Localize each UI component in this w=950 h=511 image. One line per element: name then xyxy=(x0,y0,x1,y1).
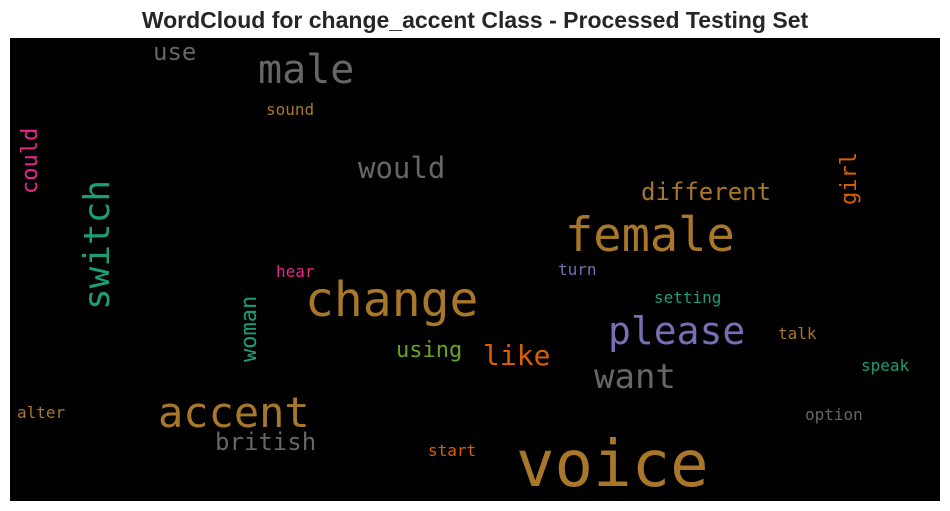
word-british: british xyxy=(215,428,317,456)
word-change: change xyxy=(305,272,479,328)
chart-title: WordCloud for change_accent Class - Proc… xyxy=(141,7,809,33)
word-speak: speak xyxy=(861,356,910,375)
word-voice: voice xyxy=(516,428,709,501)
word-turn: turn xyxy=(558,260,597,279)
word-want: want xyxy=(594,357,676,397)
word-talk: talk xyxy=(778,324,817,343)
word-accent: accent xyxy=(158,388,310,437)
word-sound: sound xyxy=(266,100,315,119)
word-start: start xyxy=(428,441,477,460)
word-hear: hear xyxy=(276,262,315,281)
word-different: different xyxy=(641,178,772,206)
word-use: use xyxy=(153,38,197,66)
word-male: male xyxy=(258,47,355,93)
word-woman: woman xyxy=(237,295,262,362)
word-switch: switch xyxy=(77,179,118,310)
word-like: like xyxy=(483,339,551,372)
word-using: using xyxy=(396,338,463,363)
word-option: option xyxy=(805,405,863,424)
word-could: could xyxy=(18,127,43,194)
word-girl: girl xyxy=(837,152,862,205)
word-please: please xyxy=(608,309,746,353)
wordcloud-canvas: voice change female accent please male switch w… xyxy=(10,38,940,501)
word-alter: alter xyxy=(17,403,66,422)
word-female: female xyxy=(565,208,735,263)
word-would: would xyxy=(358,151,446,185)
word-setting: setting xyxy=(654,288,722,307)
